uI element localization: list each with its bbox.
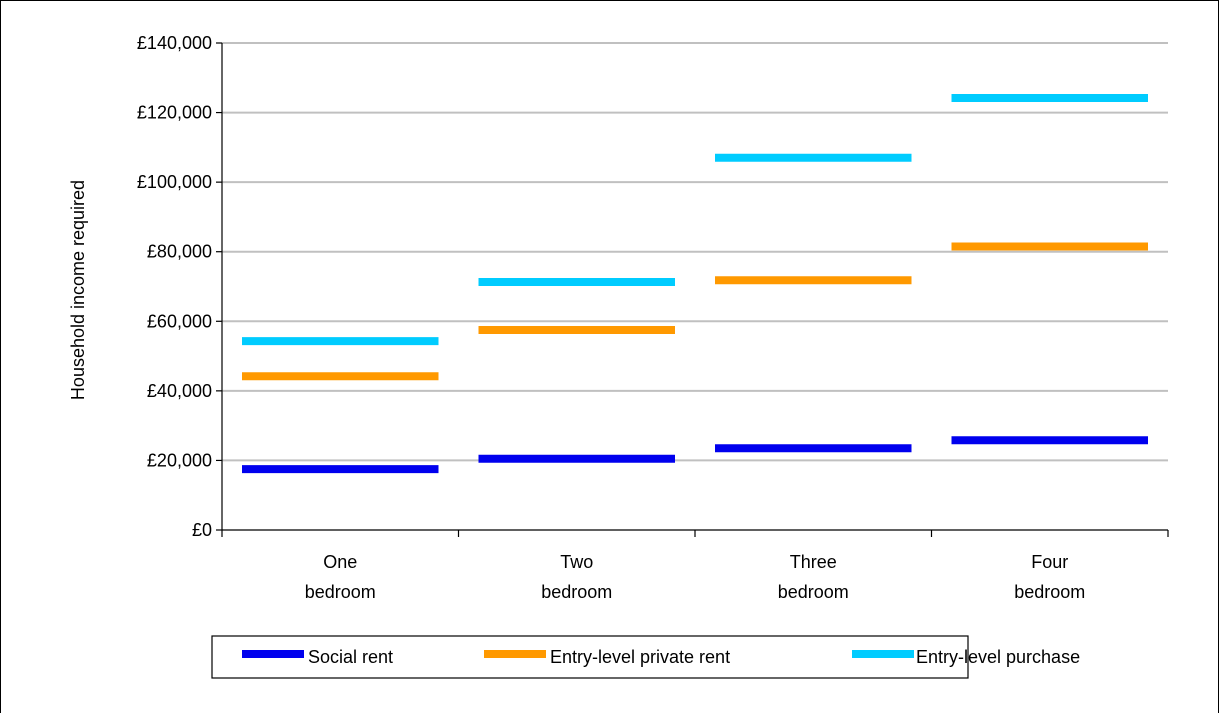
y-tick-label: £80,000 <box>147 242 212 262</box>
y-tick-label: £120,000 <box>137 103 212 123</box>
x-tick-label: Two <box>560 552 593 572</box>
legend-label-social-rent: Social rent <box>308 647 393 667</box>
y-axis-label: Household income required <box>68 180 88 400</box>
y-tick-label: £0 <box>192 520 212 540</box>
x-tick-label: bedroom <box>305 582 376 602</box>
legend: Social rent Entry-level private rent Ent… <box>211 635 1080 679</box>
legend-box <box>211 635 969 679</box>
legend-swatch-private-rent <box>484 650 546 658</box>
x-tick-label: bedroom <box>541 582 612 602</box>
y-tick-label: £100,000 <box>137 172 212 192</box>
x-tick-label: Four <box>1031 552 1068 572</box>
legend-label-purchase: Entry-level purchase <box>916 647 1080 667</box>
legend-label-private-rent: Entry-level private rent <box>550 647 730 667</box>
x-tick-label: bedroom <box>778 582 849 602</box>
y-tick-label: £20,000 <box>147 450 212 470</box>
axes: £0 £20,000 £40,000 £60,000 £80,000 £100,000 £1… <box>137 33 1169 602</box>
x-tick-label: One <box>323 552 357 572</box>
y-tick-label: £60,000 <box>147 311 212 331</box>
series-marks <box>242 93 1148 474</box>
y-tick-label: £40,000 <box>147 381 212 401</box>
legend-swatch-social-rent <box>242 650 304 658</box>
legend-swatch-purchase <box>852 650 914 658</box>
gridlines <box>222 42 1168 462</box>
y-tick-label: £140,000 <box>137 33 212 53</box>
x-tick-label: bedroom <box>1014 582 1085 602</box>
x-tick-label: Three <box>790 552 837 572</box>
